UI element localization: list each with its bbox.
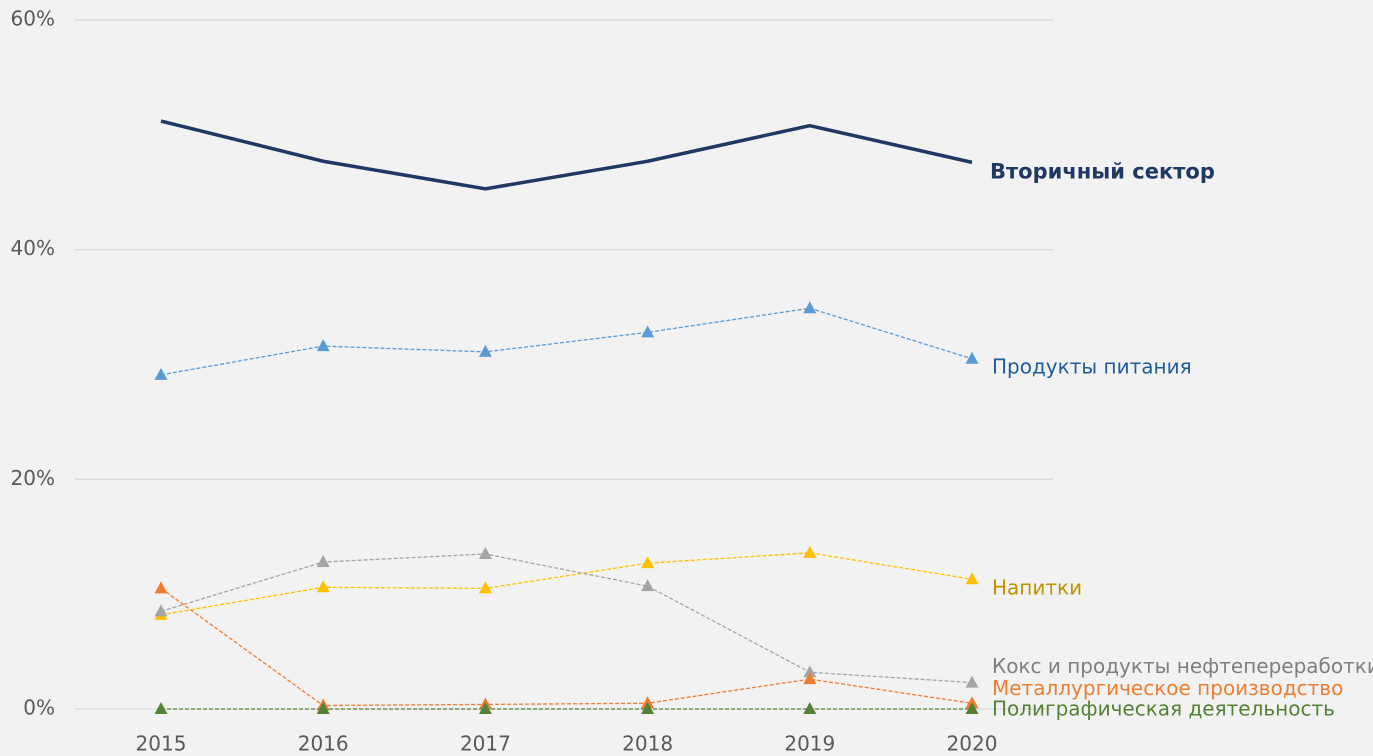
marker [803, 702, 817, 714]
marker [965, 702, 979, 714]
series-label: Продукты питания [992, 354, 1192, 378]
marker [803, 545, 817, 558]
marker [316, 339, 330, 352]
marker [316, 580, 330, 593]
marker [478, 702, 492, 714]
y-tick-label: 60% [11, 7, 55, 31]
marker [316, 702, 330, 714]
marker [154, 604, 168, 617]
marker [641, 579, 655, 592]
marker [154, 367, 168, 380]
marker [316, 555, 330, 568]
series-label: Полиграфическая деятельность [992, 697, 1335, 721]
y-tick-label: 20% [11, 466, 55, 490]
x-tick-label: 2016 [298, 732, 349, 756]
marker [478, 546, 492, 559]
x-tick-label: 2017 [460, 732, 511, 756]
series-line [160, 553, 973, 684]
x-tick-label: 2019 [784, 732, 835, 756]
series-line [160, 307, 973, 376]
series-line [160, 552, 973, 616]
x-tick-label: 2018 [622, 732, 673, 756]
y-tick-label: 0% [23, 696, 55, 720]
marker [965, 351, 979, 364]
series-label: Вторичный сектор [990, 159, 1215, 183]
marker [641, 702, 655, 714]
marker [641, 556, 655, 569]
marker [154, 702, 168, 714]
series-label: Кокс и продукты нефтепереработки [992, 654, 1373, 678]
x-tick-label: 2015 [136, 732, 187, 756]
marker [803, 672, 817, 685]
marker [478, 581, 492, 594]
marker [803, 665, 817, 678]
marker [154, 581, 168, 594]
series-label: Металлургическое производство [992, 676, 1343, 700]
marker [478, 344, 492, 357]
series-line [160, 587, 973, 707]
x-tick-label: 2020 [947, 732, 998, 756]
marker [641, 325, 655, 338]
marker [803, 301, 817, 314]
series-line [160, 119, 973, 191]
y-tick-label: 40% [11, 236, 55, 260]
marker [965, 572, 979, 585]
marker [965, 675, 979, 688]
series-label: Напитки [992, 576, 1082, 600]
